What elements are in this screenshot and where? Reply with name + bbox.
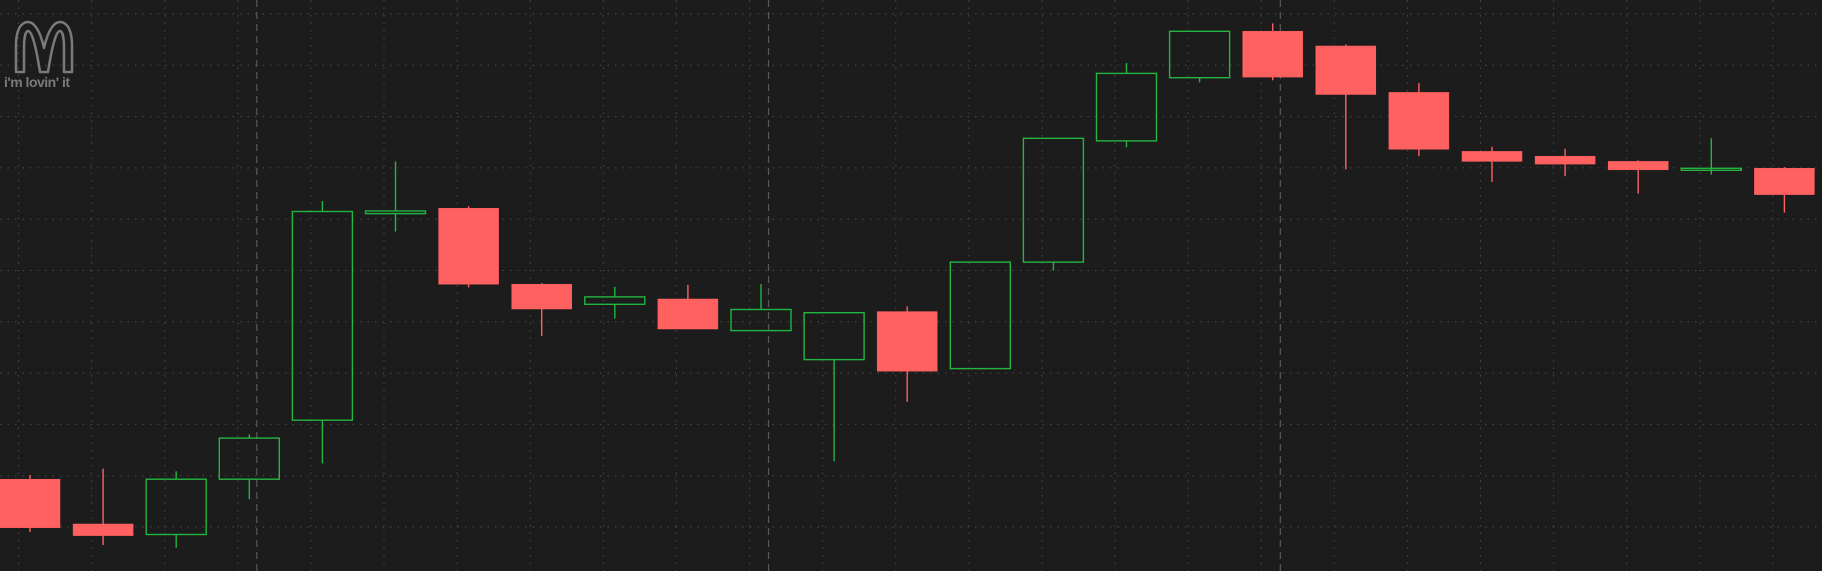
mcdonalds-arches-icon [14, 20, 74, 74]
candle [1754, 167, 1815, 213]
candle-body [1095, 72, 1158, 142]
candle-body [1242, 31, 1303, 78]
candle-body [511, 283, 572, 310]
candle-body [364, 210, 427, 215]
candle-body [145, 478, 207, 536]
candle [291, 201, 354, 464]
candle-body [291, 210, 354, 421]
candle [730, 284, 792, 332]
candle [949, 261, 1011, 370]
candle [1095, 62, 1158, 148]
candle-body [0, 478, 61, 528]
candle-body [876, 311, 938, 372]
candle-body [730, 308, 792, 332]
candle [584, 286, 646, 319]
candle-body [218, 437, 281, 480]
candle [511, 283, 572, 336]
candle-body [1754, 168, 1815, 195]
candle-body [1022, 137, 1085, 263]
candle-body [72, 523, 134, 536]
candle [72, 468, 134, 546]
candle-body [803, 312, 865, 361]
candle-body [1168, 30, 1231, 79]
candle-body [1461, 151, 1523, 162]
candle-body [1534, 155, 1596, 165]
candle [1461, 146, 1523, 182]
candle [0, 475, 61, 532]
candle-body [1607, 161, 1669, 171]
candle [1534, 148, 1596, 177]
candle [803, 312, 865, 462]
mcdonalds-logo: i'm lovin' it [4, 18, 84, 102]
candle-body [657, 298, 719, 330]
candles [0, 23, 1815, 548]
candle [1242, 23, 1303, 81]
candle [876, 306, 938, 402]
candle [1607, 160, 1669, 194]
candle [438, 206, 499, 288]
candle-body [949, 261, 1011, 370]
candle [1022, 137, 1085, 271]
candle-body [1680, 167, 1743, 172]
candle [1680, 138, 1743, 175]
candle [657, 284, 719, 330]
candle-body [584, 296, 646, 305]
candle-body [1388, 92, 1450, 150]
candle-body [438, 208, 499, 285]
candle [218, 434, 281, 500]
candle [364, 161, 427, 232]
candle-body [1315, 45, 1377, 95]
candle [1315, 44, 1377, 170]
candle [1168, 30, 1231, 83]
candle [1388, 82, 1450, 157]
logo-tagline: i'm lovin' it [4, 74, 70, 90]
candle [145, 471, 207, 548]
